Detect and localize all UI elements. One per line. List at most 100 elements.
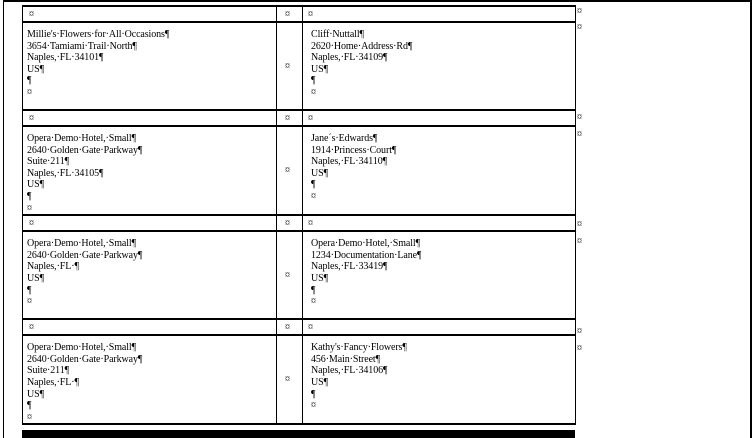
gutter-cell: ¤ [276,230,303,321]
spacer-cell: ¤ [302,318,576,337]
address-line: 456·Main·Street¶ [311,353,381,365]
address-line: US¶ [311,167,329,179]
address-line: Naples,·FL·34109¶ [311,52,388,64]
label-row: Opera·Demo·Hotel,·Small¶ 2640·Golden·Gate… [22,124,576,217]
spacer-cell: ¤ [22,318,277,337]
gutter-cell: ¤ [276,334,303,426]
spacer-row: ¤ ¤ ¤ [22,214,576,233]
row-end-marker: ¤ [577,219,582,230]
cell-end-marker: ¤ [308,321,313,333]
cell-end-marker: ¤ [285,269,290,281]
cell-end-marker: ¤ [311,86,316,98]
row-end-marker: ¤ [577,22,582,33]
address-line: 2640·Golden·Gate·Parkway¶ [27,249,143,261]
row-end-marker: ¤ [577,129,582,140]
address-line: Naples,·FL·34110¶ [311,156,388,168]
cell-end-marker: ¤ [29,112,34,124]
cell-end-marker: ¤ [285,165,290,177]
cell-end-marker: ¤ [308,8,313,20]
address-line: Opera·Demo·Hotel,·Small¶ [311,238,421,250]
label-cell-r3-right[interactable]: Opera·Demo·Hotel,·Small¶ 1234·Documentati… [302,230,576,321]
address-line: Naples,·FL·34105¶ [27,167,104,179]
gutter-cell: ¤ [276,124,303,217]
address-line: 3654·Tamiami·Trail·North¶ [27,40,137,52]
address-line: US¶ [27,272,45,284]
address-line: 1234·Documentation·Lane¶ [311,249,422,261]
cell-end-marker: ¤ [285,60,290,72]
gutter-cell: ¤ [276,21,303,111]
spacer-gutter-cell: ¤ [276,318,303,337]
address-line: ¶ [311,284,316,296]
spacer-gutter-cell: ¤ [276,214,303,233]
spacer-cell: ¤ [302,109,576,127]
row-end-marker: ¤ [577,236,582,247]
cell-end-marker: ¤ [27,296,32,308]
address-line: US¶ [311,272,329,284]
cell-end-marker: ¤ [311,400,316,412]
address-line: US¶ [311,63,329,75]
cell-end-marker: ¤ [285,8,290,20]
spacer-gutter-cell: ¤ [276,5,303,23]
address-line: Naples,·FL·¶ [27,261,79,273]
label-cell-r3-left[interactable]: Opera·Demo·Hotel,·Small¶ 2640·Golden·Gate… [22,230,277,321]
address-line: 2640·Golden·Gate·Parkway¶ [27,144,143,156]
spacer-cell: ¤ [302,5,576,23]
address-line: US¶ [27,63,45,75]
address-line: ¶ [27,284,32,296]
cell-end-marker: ¤ [285,321,290,333]
label-row: Opera·Demo·Hotel,·Small¶ 2640·Golden·Gate… [22,230,576,321]
label-cell-r4-left[interactable]: Opera·Demo·Hotel,·Small¶ 2640·Golden·Gate… [22,334,277,426]
label-row: Millie's·Flowers·for·All·Occasions¶ 3654·… [22,21,576,111]
row-end-marker: ¤ [577,6,582,17]
address-line: 2640·Golden·Gate·Parkway¶ [27,353,143,365]
cell-end-marker: ¤ [311,296,316,308]
address-line: Naples,·FL·34101¶ [27,52,104,64]
row-end-marker: ¤ [577,343,582,354]
spacer-cell: ¤ [302,214,576,233]
spacer-row: ¤ ¤ ¤ [22,109,576,127]
label-cell-r2-left[interactable]: Opera·Demo·Hotel,·Small¶ 2640·Golden·Gate… [22,124,277,217]
spacer-cell: ¤ [22,5,277,23]
cell-end-marker: ¤ [29,217,34,229]
spacer-row: ¤ ¤ ¤ [22,318,576,337]
address-line: Suite·211¶ [27,156,70,168]
address-line: Naples,·FL·¶ [27,376,79,388]
label-cell-r4-right[interactable]: Kathy's·Fancy·Flowers¶ 456·Main·Street¶ Na… [302,334,576,426]
table-bottom-edge [22,430,575,438]
address-line: 1914·Princess·Court¶ [311,144,397,156]
address-line: Cliff·Nuttall¶ [311,29,364,40]
address-line: Opera·Demo·Hotel,·Small¶ [27,342,137,354]
labels-table: ¤ ¤ ¤ Millie's·Flowers·for·All·Occasions… [22,5,576,426]
address-line: Millie's·Flowers·for·All·Occasions¶ [27,29,170,40]
spacer-cell: ¤ [22,214,277,233]
address-line: ¶ [311,388,316,400]
spacer-gutter-cell: ¤ [276,109,303,127]
address-line: Naples,·FL·33419¶ [311,261,388,273]
row-end-marker: ¤ [577,112,582,123]
address-line: US¶ [27,179,45,191]
label-cell-r1-right[interactable]: Cliff·Nuttall¶ 2620·Home·Address·Rd¶ Naple… [302,21,576,111]
cell-end-marker: ¤ [311,190,316,202]
cell-end-marker: ¤ [308,112,313,124]
address-line: Kathy's·Fancy·Flowers¶ [311,342,407,354]
label-cell-r1-left[interactable]: Millie's·Flowers·for·All·Occasions¶ 3654·… [22,21,277,111]
label-row: Opera·Demo·Hotel,·Small¶ 2640·Golden·Gate… [22,334,576,426]
cell-end-marker: ¤ [27,86,32,98]
cell-end-marker: ¤ [308,217,313,229]
address-line: ¶ [27,75,32,87]
address-line: US¶ [311,376,329,388]
address-line: ¶ [311,179,316,191]
cell-end-marker: ¤ [285,217,290,229]
address-line: Jane´s·Edwards¶ [311,133,378,144]
address-line: US¶ [27,388,45,400]
label-cell-r2-right[interactable]: Jane´s·Edwards¶ 1914·Princess·Court¶ Naple… [302,124,576,217]
spacer-row: ¤ ¤ ¤ [22,5,576,23]
address-line: 2620·Home·Address·Rd¶ [311,40,413,52]
cell-end-marker: ¤ [29,321,34,333]
address-line: ¶ [311,75,316,87]
cell-end-marker: ¤ [27,411,32,423]
address-line: Suite·211¶ [27,365,70,377]
address-line: Naples,·FL·34106¶ [311,365,388,377]
address-line: Opera·Demo·Hotel,·Small¶ [27,133,137,144]
